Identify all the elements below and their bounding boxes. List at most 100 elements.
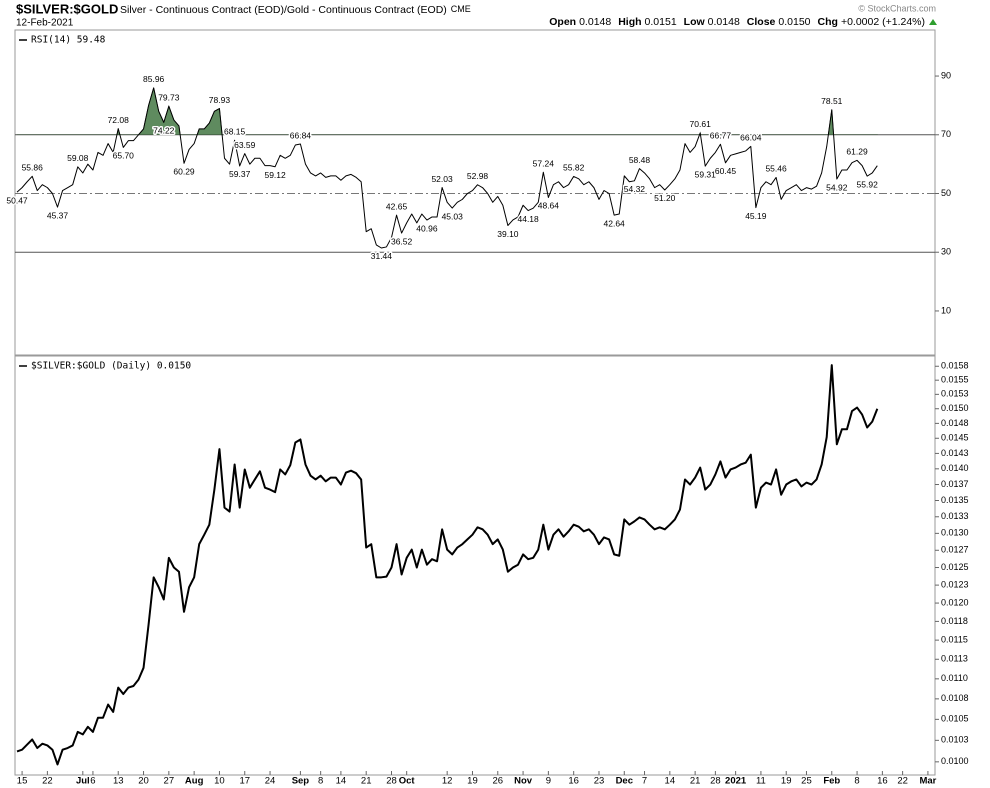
x-tick-label: Sep: [292, 776, 310, 787]
x-tick-label: 22: [42, 776, 53, 787]
x-tick-label: 19: [467, 776, 478, 787]
y-tick-label: 0.0148: [941, 418, 969, 428]
y-tick-label: 50: [941, 188, 951, 198]
quote-label: Chg: [818, 16, 838, 28]
y-tick-label: 70: [941, 129, 951, 139]
data-label: 50.47: [6, 195, 28, 205]
data-label: 60.45: [715, 166, 737, 176]
y-tick-label: 10: [941, 305, 951, 315]
data-label: 36.52: [391, 236, 413, 246]
data-label: 57.24: [533, 158, 555, 168]
data-label: 79.73: [158, 92, 180, 102]
description-text: Silver - Continuous Contract (EOD)/Gold …: [120, 4, 447, 16]
data-label: 45.03: [442, 211, 464, 221]
quote-label: High: [618, 16, 641, 28]
x-tick-label: 8: [854, 776, 859, 787]
data-label: 85.96: [143, 74, 165, 84]
exchange: CME: [451, 4, 471, 14]
y-tick-label: 0.0127: [941, 545, 969, 555]
y-tick-label: 0.0108: [941, 693, 969, 703]
x-tick-label: 17: [239, 776, 250, 787]
y-tick-label: 0.0150: [941, 403, 969, 413]
quote-value: 0.0151: [645, 16, 677, 28]
y-tick-label: 0.0153: [941, 389, 969, 399]
x-tick-label: 22: [897, 776, 908, 787]
y-tick-label: 0.0125: [941, 562, 969, 572]
data-label: 59.37: [229, 169, 251, 179]
quote-value: +0.0002 (+1.24%): [841, 16, 925, 28]
quote-value: 0.0150: [778, 16, 810, 28]
y-tick-label: 0.0135: [941, 495, 969, 505]
y-tick-label: 0.0137: [941, 479, 969, 489]
x-tick-label: 12: [442, 776, 453, 787]
legend-label: $SILVER:$GOLD (Daily) 0.0150: [31, 361, 191, 372]
y-tick-label: 0.0145: [941, 433, 969, 443]
x-tick-label: 13: [113, 776, 124, 787]
x-tick-label: 10: [214, 776, 225, 787]
x-tick-label: 27: [164, 776, 175, 787]
description: Silver - Continuous Contract (EOD)/Gold …: [120, 4, 471, 16]
y-tick-label: 0.0140: [941, 463, 969, 473]
quote-label: Open: [549, 16, 576, 28]
data-label: 78.93: [209, 95, 231, 105]
legend-label: RSI(14) 59.48: [31, 35, 106, 46]
x-tick-label: Feb: [823, 776, 840, 787]
data-label: 60.29: [173, 167, 195, 177]
data-label: 42.65: [386, 201, 408, 211]
y-tick-label: 0.0113: [941, 654, 968, 664]
x-tick-label: 25: [801, 776, 812, 787]
y-tick-label: 0.0123: [941, 579, 969, 589]
data-label: 52.98: [467, 171, 489, 181]
data-label: 59.08: [67, 153, 89, 163]
data-label: 40.96: [416, 223, 438, 233]
data-label: 61.29: [846, 147, 868, 157]
x-tick-label: 19: [781, 776, 792, 787]
data-label: 72.08: [108, 115, 130, 125]
x-tick-label: 24: [265, 776, 276, 787]
data-label: 45.19: [745, 211, 767, 221]
data-label: 78.51: [821, 96, 843, 106]
data-label: 55.82: [563, 163, 585, 173]
y-tick-label: 0.0115: [941, 635, 968, 645]
x-tick-label: 21: [361, 776, 372, 787]
x-tick-label: 6: [90, 776, 95, 787]
x-tick-label: Oct: [399, 776, 416, 787]
series-line: [16, 87, 878, 249]
y-tick-label: 30: [941, 247, 951, 257]
x-tick-label: 14: [336, 776, 347, 787]
x-tick-label: 21: [690, 776, 701, 787]
credit: © StockCharts.com: [858, 3, 936, 13]
date: 12-Feb-2021: [16, 18, 74, 29]
data-label: 59.31: [695, 169, 717, 179]
quote-value: 0.0148: [579, 16, 611, 28]
quote-value: 0.0148: [708, 16, 740, 28]
data-label: 55.86: [22, 163, 44, 173]
quote: Open 0.0148 High 0.0151 Low 0.0148 Close 0.0150…: [549, 16, 925, 28]
y-tick-label: 0.0133: [941, 511, 969, 521]
quote-label: Close: [747, 16, 776, 28]
data-label: 39.10: [497, 229, 519, 239]
y-tick-label: 90: [941, 70, 951, 80]
overbought-fill: [16, 87, 878, 135]
data-label: 63.59: [234, 140, 256, 150]
data-label: 54.32: [624, 184, 646, 194]
data-label: 65.70: [113, 151, 135, 161]
x-tick-label: 28: [710, 776, 721, 787]
y-tick-label: 0.0143: [941, 448, 969, 458]
y-tick-label: 0.0158: [941, 361, 969, 371]
data-label: 68.15: [224, 126, 246, 136]
data-label: 58.48: [629, 155, 651, 165]
y-tick-label: 0.0130: [941, 528, 969, 538]
x-tick-label: 11: [756, 776, 766, 787]
data-label: 66.77: [710, 131, 732, 141]
x-tick-label: 28: [386, 776, 397, 787]
symbol: $SILVER:$GOLD: [16, 1, 118, 16]
data-label: 70.61: [690, 119, 712, 129]
data-label: 45.37: [47, 210, 69, 220]
y-tick-label: 0.0110: [941, 673, 968, 683]
series-line: [16, 364, 879, 766]
x-tick-label: 16: [568, 776, 579, 787]
data-label: 74.22: [153, 126, 175, 136]
x-tick-label: 20: [138, 776, 149, 787]
y-tick-label: 0.0105: [941, 714, 969, 724]
